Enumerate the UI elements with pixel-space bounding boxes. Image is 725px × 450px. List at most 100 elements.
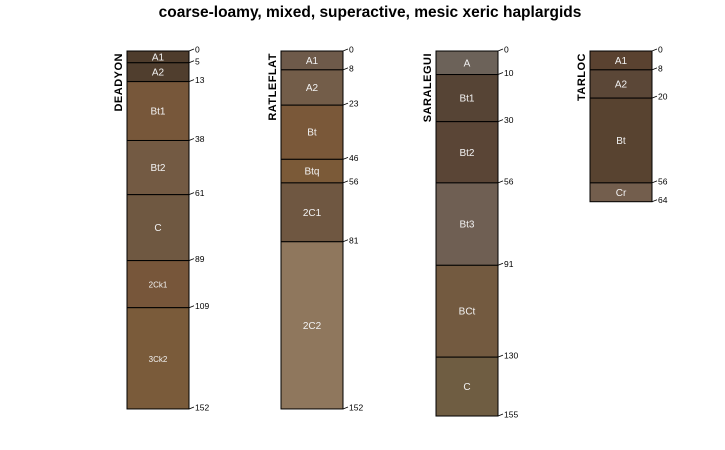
horizon-a2 — [589, 69, 653, 99]
horizon-label: Bt — [307, 128, 317, 139]
depth-label: 38 — [195, 134, 205, 144]
horizon-label: Bt1 — [459, 94, 474, 105]
horizon-label: A — [464, 58, 471, 69]
depth-label: 0 — [195, 45, 200, 55]
depth-label: 8 — [349, 63, 354, 73]
figure-title: coarse-loamy, mixed, superactive, mesic … — [159, 4, 582, 21]
horizon-bt1 — [435, 74, 499, 123]
depth-tick — [342, 67, 349, 71]
depth-label: 91 — [504, 259, 514, 269]
depth-label: 130 — [504, 351, 518, 361]
depth-label: 155 — [504, 410, 518, 420]
depth-tick — [342, 102, 349, 106]
horizon-2c1 — [280, 182, 344, 243]
horizon-label: C — [463, 382, 470, 393]
depth-tick — [342, 48, 349, 52]
depth-tick — [342, 180, 349, 184]
horizon-cr — [589, 182, 653, 203]
depth-label: 5 — [195, 56, 200, 66]
profile-name: DEADYON — [113, 53, 125, 112]
horizon-2c2 — [280, 241, 344, 410]
depth-tick — [497, 262, 504, 266]
depth-label: 56 — [658, 176, 668, 186]
horizon-label: A2 — [306, 83, 319, 94]
depth-label: 56 — [349, 176, 359, 186]
depth-label: 89 — [195, 254, 205, 264]
depth-label: 0 — [658, 45, 663, 55]
depth-tick — [188, 79, 195, 82]
depth-label: 46 — [349, 153, 359, 163]
depth-tick — [651, 180, 658, 184]
horizon-label: Bt2 — [150, 163, 165, 174]
horizon-c — [435, 356, 499, 417]
depth-tick — [651, 67, 658, 71]
profile-ratleflat: A1 A2 Bt Btq 2C1 2C2 0 8 23 46 56 81 152 RATLEFLAT — [267, 45, 363, 413]
depth-tick — [497, 119, 504, 123]
depth-tick — [188, 305, 195, 309]
profile-name: TARLOC — [576, 53, 588, 101]
depth-label: 8 — [658, 63, 663, 73]
depth-tick — [188, 406, 195, 410]
depth-tick — [497, 72, 504, 75]
horizon-label: A2 — [615, 79, 628, 90]
profile-tarloc: A1 A2 Bt Cr 0 8 20 56 64 TARLOC — [576, 45, 668, 206]
horizon-label: Cr — [616, 188, 627, 199]
depth-label: 81 — [349, 235, 359, 245]
depth-tick — [497, 413, 504, 417]
depth-tick — [342, 156, 349, 160]
horizon-label: 3Ck2 — [149, 355, 168, 364]
depth-tick — [651, 48, 658, 52]
profile-name: RATLEFLAT — [267, 53, 279, 121]
depth-label: 0 — [349, 45, 354, 55]
horizon-label: A1 — [152, 52, 165, 63]
profile-deadyon: A1 A2 Bt1 Bt2 C 2Ck1 3Ck2 05 13 38 61 89 109 152 DEADY… — [113, 45, 209, 413]
horizon-label: 2C1 — [303, 208, 322, 219]
horizon-3ck2 — [126, 307, 190, 410]
horizon-label: Btq — [304, 167, 319, 178]
depth-tick — [651, 199, 658, 203]
horizon-label: 2Ck1 — [149, 281, 168, 290]
profiles-group: A1A2Bt1Bt2C2Ck13Ck20513386189109152DEADY… — [113, 45, 668, 420]
depth-tick — [188, 138, 195, 141]
depth-label: 0 — [504, 45, 509, 55]
depth-tick — [342, 239, 349, 243]
depth-label: 152 — [195, 402, 209, 412]
horizon-bt2 — [435, 121, 499, 184]
horizon-bt — [589, 97, 653, 184]
depth-label: 23 — [349, 99, 359, 109]
horizon-label: Bt2 — [459, 148, 474, 159]
depth-label: 13 — [195, 75, 205, 85]
depth-label: 56 — [504, 176, 514, 186]
depth-tick — [188, 192, 195, 196]
horizon-label: Bt — [616, 136, 626, 147]
depth-label: 10 — [504, 68, 514, 78]
depth-label: 61 — [195, 188, 205, 198]
depth-label: 109 — [195, 301, 209, 311]
horizon-bt1 — [126, 81, 190, 141]
horizon-bt3 — [435, 182, 499, 266]
depth-label: 20 — [658, 92, 668, 102]
depth-tick — [497, 354, 504, 358]
horizon-label: C — [154, 223, 161, 234]
horizon-label: Bt1 — [150, 107, 165, 118]
horizon-label: 2C2 — [303, 321, 322, 332]
depth-label: 64 — [658, 195, 668, 205]
depth-tick — [342, 406, 349, 410]
profile-saralegui: A Bt1 Bt2 Bt3 BCt C 0 10 30 56 91 130 155 SARALEGUI — [422, 45, 518, 420]
horizon-label: A1 — [306, 56, 319, 67]
horizon-label: BCt — [459, 307, 476, 318]
horizon-bct — [435, 264, 499, 358]
depth-tick — [188, 258, 195, 261]
horizon-label: A2 — [152, 68, 165, 79]
horizon-bt2 — [126, 139, 190, 196]
horizon-label: A1 — [615, 56, 628, 67]
depth-label: 152 — [349, 402, 363, 412]
profile-name: SARALEGUI — [422, 53, 434, 122]
depth-tick — [497, 180, 504, 184]
depth-tick — [188, 48, 195, 52]
depth-tick — [497, 48, 504, 52]
depth-tick — [188, 60, 195, 64]
depth-label: 30 — [504, 115, 514, 125]
horizon-label: Bt3 — [459, 220, 474, 231]
